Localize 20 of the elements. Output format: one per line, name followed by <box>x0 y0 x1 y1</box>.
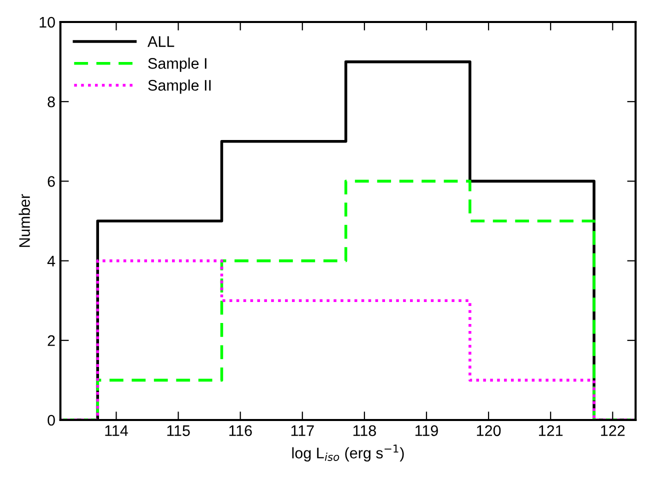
y-tick-label: 10 <box>40 16 55 28</box>
x-tick-label: 118 <box>353 425 376 436</box>
legend-label: ALL <box>148 36 174 47</box>
legend-label: Sample I <box>148 58 206 72</box>
x-tick-label: 116 <box>229 425 252 436</box>
x-tick-label: 114 <box>105 425 128 436</box>
x-tick-label: 121 <box>539 425 563 436</box>
x-tick-label: 119 <box>415 425 438 436</box>
x-tick-label: 117 <box>291 425 314 436</box>
y-tick-label: 4 <box>47 256 56 266</box>
legend-label: Sample II <box>148 80 211 94</box>
x-tick-label: 120 <box>476 425 501 436</box>
y-tick-label: 6 <box>48 176 55 187</box>
x-axis-title: log L$_{iso}$ (erg s$^{−1}$) <box>292 444 404 462</box>
x-tick-label: 115 <box>167 425 190 436</box>
y-axis-title: Number <box>18 194 30 247</box>
y-tick-label: 0 <box>48 414 55 426</box>
y-tick-label: 8 <box>48 96 55 108</box>
y-tick-label: 2 <box>48 335 55 346</box>
x-tick-label: 122 <box>601 425 625 436</box>
